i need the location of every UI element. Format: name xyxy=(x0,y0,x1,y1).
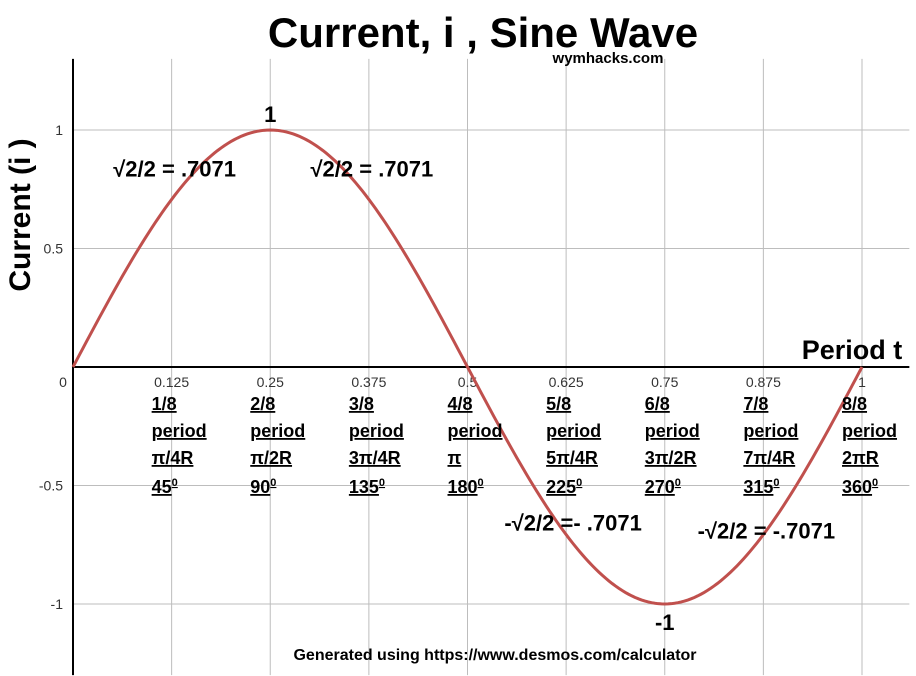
x-tick-label: 1 xyxy=(858,374,866,390)
tick-labels: 0 0.125 0.25 0.375 0.5 0.625 0.75 0.875 110.5-0.… xyxy=(39,122,866,612)
period-label-line: period xyxy=(743,421,798,441)
y-tick-label: 1 xyxy=(55,122,63,138)
period-label-line: 8/8 xyxy=(842,394,867,414)
x-tick-label: 0.375 xyxy=(351,374,386,390)
period-degree: 1350 xyxy=(349,477,385,497)
period-label-line: period xyxy=(448,421,503,441)
period-degree: 450 xyxy=(152,477,178,497)
footer-note: Generated using https://www.desmos.com/c… xyxy=(293,647,696,664)
x-tick-label: 0.25 xyxy=(257,374,284,390)
period-label-line: 5/8 xyxy=(546,394,571,414)
period-label-line: 2/8 xyxy=(250,394,275,414)
period-degree: 3150 xyxy=(743,477,779,497)
period-label: 7/8 period 7π/4R 3150 xyxy=(743,394,798,497)
period-label: 4/8 period π 1800 xyxy=(448,394,503,497)
y-axis-label: Current (i ) xyxy=(4,138,37,291)
period-label: 8/8 period 2πR 3600 xyxy=(842,394,897,497)
value-annotation: -1 xyxy=(655,610,675,635)
chart-title: Current, i , Sine Wave xyxy=(268,9,698,56)
period-label-line: 6/8 xyxy=(645,394,670,414)
period-label-line: 3π/2R xyxy=(645,448,697,468)
period-degree: 1800 xyxy=(448,477,484,497)
value-annotation: -√2/2 =- .7071 xyxy=(504,511,641,536)
x-tick-label: 0.625 xyxy=(549,374,584,390)
period-label-line: 5π/4R xyxy=(546,448,598,468)
axes xyxy=(72,58,910,676)
period-label-line: 3π/4R xyxy=(349,448,401,468)
value-annotation: -√2/2 = -.7071 xyxy=(698,519,835,544)
value-annotation: 1 xyxy=(264,102,276,127)
period-label: 5/8 period 5π/4R 2250 xyxy=(546,394,601,497)
period-labels: 1/8 period π/4R 450 2/8 period π/2R 900 3/8 perio… xyxy=(152,394,897,497)
period-label-line: π/4R xyxy=(152,448,194,468)
period-label-line: π/2R xyxy=(250,448,292,468)
period-label-line: period xyxy=(250,421,305,441)
x-tick-label: 0.75 xyxy=(651,374,678,390)
period-label-line: period xyxy=(349,421,404,441)
value-annotation: √2/2 = .7071 xyxy=(310,156,433,181)
annotations: 1 √2/2 = .7071 √2/2 = .7071 -√2/2 =- .7071 -… xyxy=(113,102,835,635)
y-tick-label: -0.5 xyxy=(39,478,63,494)
x-tick-label: 0 xyxy=(59,374,67,390)
period-label-line: period xyxy=(645,421,700,441)
x-axis-label: Period t xyxy=(802,335,903,365)
y-tick-label: 0.5 xyxy=(44,241,64,257)
period-label-line: 1/8 xyxy=(152,394,177,414)
x-tick-label: 0.125 xyxy=(154,374,189,390)
watermark: wymhacks.com xyxy=(552,50,664,67)
period-degree: 2700 xyxy=(645,477,681,497)
period-label-line: period xyxy=(152,421,207,441)
period-label-line: 3/8 xyxy=(349,394,374,414)
period-label-line: period xyxy=(546,421,601,441)
y-tick-label: -1 xyxy=(51,596,64,612)
x-tick-label: 0.875 xyxy=(746,374,781,390)
value-annotation: √2/2 = .7071 xyxy=(113,156,236,181)
period-label-line: 2πR xyxy=(842,448,879,468)
period-label-line: 7/8 xyxy=(743,394,768,414)
period-label: 3/8 period 3π/4R 1350 xyxy=(349,394,404,497)
period-label: 2/8 period π/2R 900 xyxy=(250,394,305,497)
period-label-line: 4/8 xyxy=(448,394,473,414)
period-label-line: period xyxy=(842,421,897,441)
period-degree: 2250 xyxy=(546,477,582,497)
period-label: 6/8 period 3π/2R 2700 xyxy=(645,394,700,497)
period-degree: 900 xyxy=(250,477,276,497)
period-label-line: π xyxy=(448,448,462,468)
period-label: 1/8 period π/4R 450 xyxy=(152,394,207,497)
sine-curve xyxy=(71,128,864,606)
period-degree: 3600 xyxy=(842,477,878,497)
period-label-line: 7π/4R xyxy=(743,448,795,468)
